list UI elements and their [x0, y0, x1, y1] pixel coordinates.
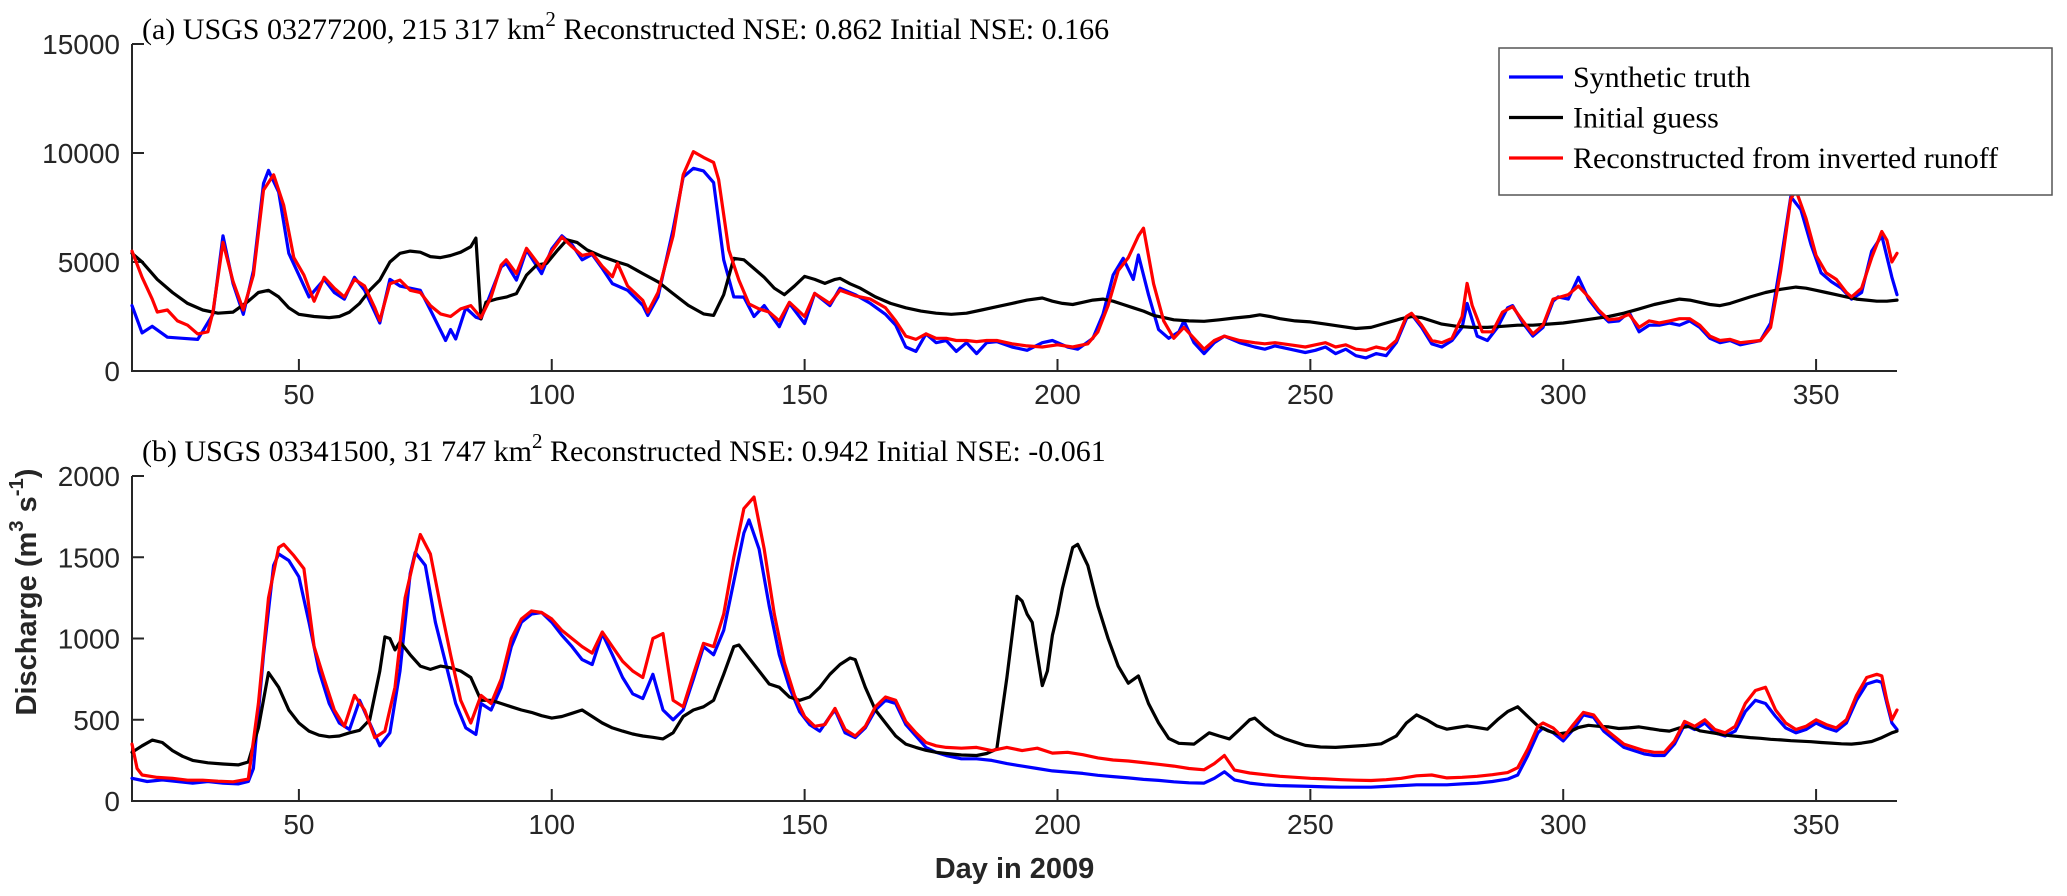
y-tick-label: 2000: [58, 461, 120, 492]
series-line-reconstructed-from-inverted-runoff: [130, 495, 1899, 784]
legend-item-label: Synthetic truth: [1573, 61, 1750, 94]
legend: Synthetic truth Initial guess Reconstructe…: [1498, 47, 2053, 196]
x-tick-label: 100: [528, 809, 575, 840]
legend-item-label: Reconstructed from inverted runoff: [1573, 142, 1998, 175]
series-line-synthetic-truth: [130, 166, 1899, 360]
x-tick-label: 250: [1287, 809, 1334, 840]
y-tick-label: 500: [73, 705, 120, 736]
x-tick-label: 350: [1793, 379, 1840, 410]
axis-lines: [131, 476, 1897, 802]
x-tick-label: 250: [1287, 379, 1334, 410]
panel-a: (a) USGS 03277200, 215 317 km2 Reconstru…: [42, 7, 1899, 410]
x-axis-label: Day in 2009: [935, 853, 1095, 885]
y-tick-label: 0: [104, 356, 120, 387]
y-tick-label: 10000: [42, 138, 120, 169]
x-tick-label: 200: [1034, 379, 1081, 410]
y-tick-label: 1000: [58, 624, 120, 655]
y-tick-label: 15000: [42, 29, 120, 60]
x-tick-label: 350: [1793, 809, 1840, 840]
y-axis-label: Discharge (m3 s-1): [6, 469, 43, 716]
x-tick-label: 150: [781, 379, 828, 410]
series-line-initial-guess: [130, 542, 1899, 767]
x-tick-label: 100: [528, 379, 575, 410]
x-tick-label: 150: [781, 809, 828, 840]
x-tick-label: 200: [1034, 809, 1081, 840]
y-tick-label: 1500: [58, 542, 120, 573]
x-tick-label: 50: [283, 809, 314, 840]
y-tick-label: 0: [104, 786, 120, 817]
x-tick-label: 300: [1540, 809, 1587, 840]
legend-box: [1498, 47, 2053, 196]
series-line-initial-guess: [130, 236, 1899, 331]
panel-b-title: (b) USGS 03341500, 31 747 km2 Reconstruc…: [142, 429, 1106, 468]
x-tick-label: 300: [1540, 379, 1587, 410]
legend-item-label: Initial guess: [1573, 102, 1719, 135]
panel-a-title: (a) USGS 03277200, 215 317 km2 Reconstru…: [142, 7, 1109, 46]
x-tick-label: 50: [283, 379, 314, 410]
series-line-reconstructed-from-inverted-runoff: [130, 150, 1899, 352]
y-tick-label: 5000: [58, 247, 120, 278]
panel-b: (b) USGS 03341500, 31 747 km2 Reconstruc…: [58, 429, 1899, 840]
